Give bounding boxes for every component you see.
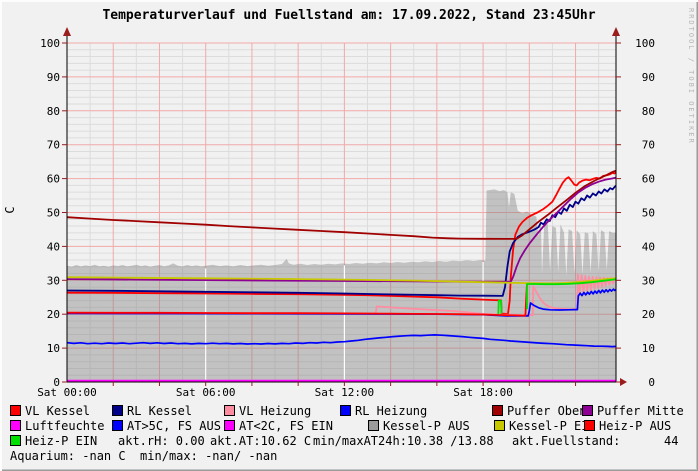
series-heiz-p-aus [66, 283, 528, 317]
legend-label: AT<2C, FS EIN [239, 419, 333, 433]
area-kessel-p-aus [67, 189, 616, 382]
legend-stat-text: akt.Fuellstand: [512, 434, 621, 448]
y-tick-label-left: 0 [53, 376, 60, 389]
y-tick-label-left: 90 [47, 71, 60, 84]
legend-label: Puffer Mitte [597, 404, 684, 418]
rrdtool-watermark: RRDTOOL / TOBI OETIKER [687, 8, 695, 145]
legend-swatch-icon [224, 420, 235, 431]
legend-label: RL Kessel [127, 404, 193, 418]
arrow-up-left [63, 27, 71, 36]
y-tick-label-left: 70 [47, 139, 60, 152]
y-tick-label-right: 80 [642, 105, 655, 118]
legend-label: Heiz-P AUS [599, 419, 672, 433]
y-tick-label-left: 20 [47, 308, 60, 321]
x-tick-label: Sat 00:00 [37, 386, 97, 399]
legend-swatch-icon [10, 435, 21, 446]
y-tick-label-right: 100 [635, 37, 655, 50]
legend-stat-text: Aquarium: -nan C min/max: -nan/ -nan [10, 449, 278, 463]
legend-swatch-icon [10, 420, 21, 431]
legend-label: Heiz-P EIN [25, 434, 98, 448]
legend-label: Luftfeuchte [25, 419, 105, 433]
legend-swatch-icon [584, 420, 595, 431]
arrow-up-right [612, 27, 620, 36]
y-tick-label-right: 70 [642, 139, 655, 152]
legend-label: VL Kessel [25, 404, 91, 418]
legend-row-4: Aquarium: -nan C min/max: -nan/ -nan [0, 449, 698, 463]
legend-swatch-icon [492, 405, 503, 416]
legend-swatch-icon [582, 405, 593, 416]
legend-label: AT>5C, FS AUS [127, 419, 221, 433]
y-tick-label-right: 90 [642, 71, 655, 84]
y-tick-label-left: 80 [47, 105, 60, 118]
y-axis-title: C [3, 206, 17, 213]
y-tick-label-right: 30 [642, 274, 655, 287]
series-kessel-p-ein [66, 276, 617, 285]
x-tick-label: Sat 06:00 [176, 386, 236, 399]
y-tick-label-left: 50 [47, 207, 60, 220]
y-tick-label-right: 40 [642, 240, 655, 253]
legend-label: RL Heizung [355, 404, 428, 418]
legend-stat-text: min/maxAT24h:10.38 /13.88 [313, 434, 494, 448]
legend-swatch-icon [10, 405, 21, 416]
series-puffer-mitte [66, 176, 617, 283]
series-heiz-p-ein [526, 278, 617, 310]
series-heiz-p-ein-blip- [497, 299, 503, 315]
series-at-aussentemperatur- [66, 334, 617, 348]
legend-swatch-icon [494, 420, 505, 431]
y-tick-label-right: 20 [642, 308, 655, 321]
arrow-right-x [620, 378, 627, 386]
y-tick-label-right: 10 [642, 342, 655, 355]
legend-row-1: VL Kessel RL Kessel VL Heizung RL Heizung Pu… [0, 404, 698, 418]
chart-title: Temperaturverlauf und Fuellstand am: 17.… [102, 8, 596, 23]
legend-row-2: Luftfeuchte AT>5C, FS AUS AT<2C, FS EIN Kes… [0, 419, 698, 433]
legend-swatch-icon [112, 405, 123, 416]
y-tick-label-right: 50 [642, 207, 655, 220]
legend-label: Kessel-P AUS [383, 419, 470, 433]
y-tick-label-left: 10 [47, 342, 60, 355]
legend-swatch-icon [112, 420, 123, 431]
legend-swatch-icon [224, 405, 235, 416]
legend-swatch-icon [368, 420, 379, 431]
y-tick-label-left: 60 [47, 173, 60, 186]
legend-label: Puffer Oben [507, 404, 587, 418]
x-tick-label: Sat 18:00 [453, 386, 513, 399]
legend-swatch-icon [340, 405, 351, 416]
legend-stat-text: 44 [664, 434, 679, 448]
legend-label: VL Heizung [239, 404, 312, 418]
y-tick-label-right: 60 [642, 173, 655, 186]
series-vl-kessel [66, 171, 617, 315]
legend-stat-text: akt.AT:10.62 C [210, 434, 312, 448]
x-tick-label: Sat 12:00 [315, 386, 375, 399]
legend-label: Kessel-P EIN [509, 419, 596, 433]
legend-stat-text: akt.rH: 0.00 [118, 434, 205, 448]
y-tick-label-left: 30 [47, 274, 60, 287]
y-tick-label-right: 0 [648, 376, 655, 389]
y-tick-label-left: 100 [40, 37, 60, 50]
y-tick-label-left: 40 [47, 240, 60, 253]
series-puffer-oben [66, 169, 617, 240]
